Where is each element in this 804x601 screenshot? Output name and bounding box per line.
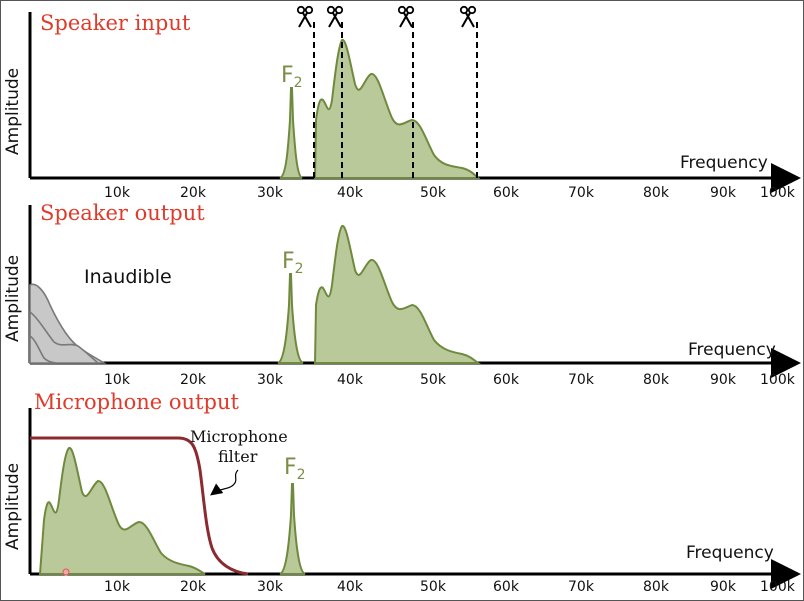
panel-title: Speaker input: [40, 11, 191, 35]
speech-spectrum: [38, 446, 206, 575]
f2-peak: [279, 483, 306, 575]
x-tick-label: 50k: [420, 579, 447, 595]
x-axis-label: Frequency: [680, 153, 768, 173]
x-tick-label: 20k: [180, 185, 207, 201]
x-tick-labels: 10k 20k 30k 40k 50k 60k 70k 80k 90k 100k: [104, 579, 796, 595]
microphone-filter-curve: [30, 436, 249, 576]
inaudible-label: Inaudible: [84, 266, 172, 288]
x-tick-label: 60k: [493, 372, 520, 388]
panel-title: Microphone output: [34, 390, 239, 414]
x-tick-label: 30k: [257, 579, 284, 595]
x-tick-label: 60k: [493, 185, 520, 201]
y-axis-label: Amplitude: [3, 463, 23, 550]
x-tick-labels: 10k 20k 30k 40k 50k 60k 70k 80k 90k 100k: [104, 185, 796, 201]
x-tick-label: 20k: [180, 372, 207, 388]
x-tick-label: 20k: [180, 579, 207, 595]
x-tick-label: 100k: [760, 185, 796, 201]
scissors-icon: [326, 5, 344, 29]
x-tick-label: 70k: [568, 372, 595, 388]
x-tick-label: 70k: [568, 579, 595, 595]
x-tick-label: 40k: [337, 185, 364, 201]
x-tick-label: 100k: [760, 579, 796, 595]
panel-speaker-output: Speaker output Amplitude Frequency Inaud…: [3, 201, 801, 388]
speech-spectrum: [313, 38, 481, 179]
speech-spectrum: [313, 224, 481, 364]
microphone-filter-label: filter: [218, 447, 258, 466]
x-tick-label: 50k: [420, 372, 447, 388]
panel-title: Speaker output: [40, 201, 205, 225]
x-tick-label: 10k: [104, 185, 131, 201]
x-tick-label: 80k: [643, 579, 670, 595]
x-tick-label: 90k: [710, 372, 737, 388]
x-tick-label: 90k: [710, 579, 737, 595]
f2-label: F2: [282, 249, 304, 277]
scissors-icon: [397, 5, 415, 29]
x-tick-label: 10k: [104, 579, 131, 595]
f2-label: F2: [281, 63, 303, 91]
filter-pointer-arrow: [210, 469, 239, 496]
x-tick-label: 30k: [257, 372, 284, 388]
x-tick-label: 40k: [337, 372, 364, 388]
y-axis-label: Amplitude: [3, 68, 23, 155]
f2-peak: [277, 273, 304, 364]
x-tick-label: 10k: [104, 372, 131, 388]
x-tick-label: 30k: [257, 185, 284, 201]
x-tick-labels: 10k 20k 30k 40k 50k 60k 70k 80k 90k 100k: [104, 372, 796, 388]
x-axis-label: Frequency: [686, 543, 774, 563]
scissors-icon: [459, 5, 477, 29]
x-tick-label: 80k: [643, 185, 670, 201]
y-axis-label: Amplitude: [3, 255, 23, 342]
inaudible-band: [29, 310, 101, 364]
x-tick-label: 90k: [710, 185, 737, 201]
panel-speaker-input: Speaker input Amplitude Frequency F2 10k…: [3, 5, 801, 201]
panel-microphone-output: Microphone output Amplitude Frequency F2…: [3, 390, 801, 595]
x-tick-label: 60k: [493, 579, 520, 595]
microphone-filter-label: Microphone: [190, 427, 288, 446]
x-tick-label: 40k: [337, 579, 364, 595]
x-axis-label: Frequency: [688, 340, 776, 360]
marker-dot: [62, 568, 70, 576]
x-tick-label: 70k: [568, 185, 595, 201]
inaudible-band: [29, 334, 57, 364]
x-tick-label: 50k: [420, 185, 447, 201]
x-tick-label: 100k: [760, 372, 796, 388]
x-tick-label: 80k: [643, 372, 670, 388]
scissors-icon: [296, 5, 314, 29]
f2-peak: [279, 87, 303, 179]
f2-label: F2: [284, 455, 306, 483]
